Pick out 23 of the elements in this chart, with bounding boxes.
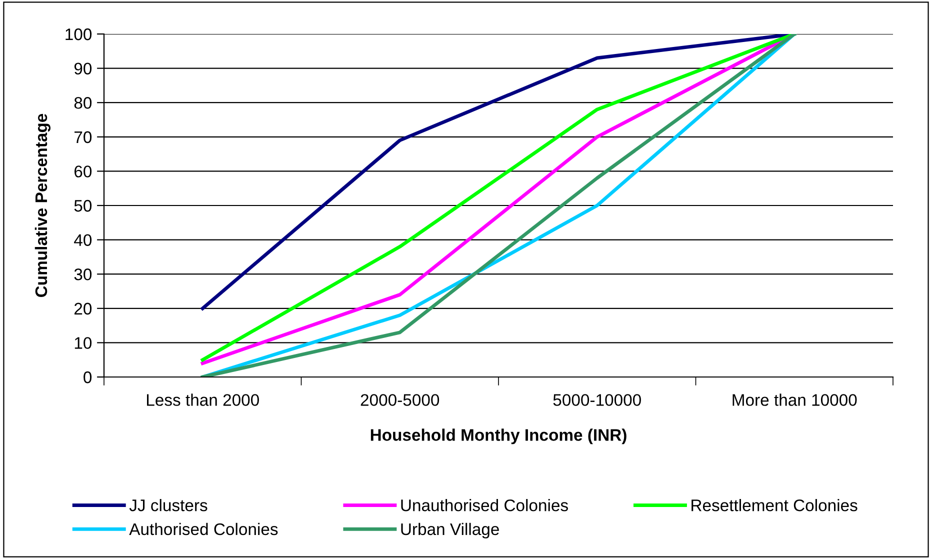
y-tick-label: 40 — [74, 234, 92, 246]
legend-label: JJ clusters — [129, 499, 208, 512]
y-tick-label: 80 — [74, 97, 92, 109]
y-tick-label: 100 — [66, 28, 92, 40]
x-tick-label: Less than 2000 — [147, 394, 259, 406]
y-tick-label: 0 — [84, 371, 92, 384]
x-tick-label: 5000-10000 — [553, 394, 641, 406]
legend-label: Unauthorised Colonies — [401, 499, 568, 512]
x-tick-label: 2000-5000 — [360, 394, 440, 406]
x-tick-label: More than 10000 — [732, 394, 857, 406]
legend-label: Resettlement Colonies — [692, 499, 858, 512]
y-tick-label: 60 — [74, 166, 92, 178]
y-tick-label: 20 — [74, 302, 92, 315]
y-axis-title: Cumulative Percentage — [34, 114, 50, 297]
y-tick-label: 90 — [74, 62, 92, 75]
legend-label: Authorised Colonies — [129, 522, 278, 536]
y-tick-label: 70 — [74, 131, 92, 144]
y-tick-label: 30 — [74, 268, 92, 280]
line-series — [200, 34, 796, 310]
y-tick-label: 10 — [74, 337, 92, 349]
y-tick-label: 50 — [74, 200, 92, 212]
legend-label: Urban Village — [401, 522, 499, 538]
x-axis-title: Household Monthy Income (INR) — [370, 428, 626, 444]
